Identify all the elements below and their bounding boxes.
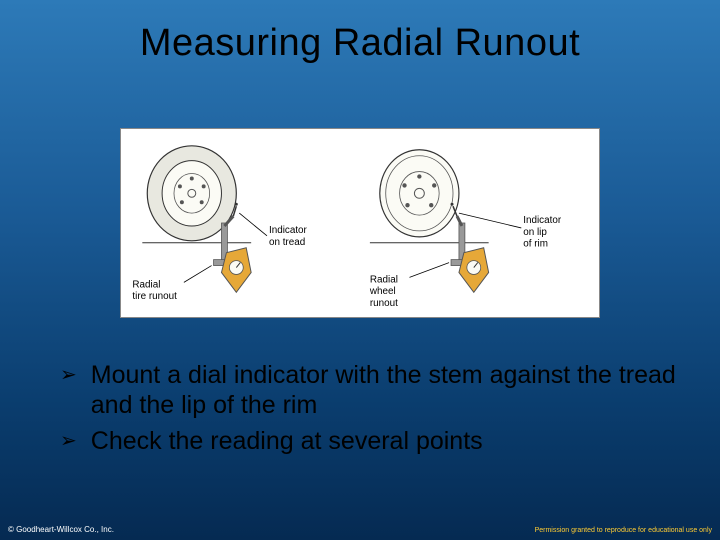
label-left-ptr-2: on tread bbox=[269, 237, 305, 248]
label-right-ptr-1: Indicator bbox=[523, 215, 562, 226]
permission-text: Permission granted to reproduce for educ… bbox=[535, 527, 712, 534]
diagram-svg: Radial tire runout Indicator on tread bbox=[121, 129, 599, 317]
bullet-text: Mount a dial indicator with the stem aga… bbox=[91, 360, 680, 420]
right-panel: Radial wheel runout Indicator on lip of … bbox=[369, 150, 562, 309]
list-item: ➢ Mount a dial indicator with the stem a… bbox=[60, 360, 680, 420]
label-right-title-2: wheel bbox=[369, 286, 396, 297]
label-right-ptr-2: on lip bbox=[523, 227, 547, 238]
label-right-title-3: runout bbox=[370, 298, 398, 309]
bullet-arrow-icon: ➢ bbox=[60, 426, 77, 456]
slide: Measuring Radial Runout bbox=[0, 0, 720, 540]
slide-title: Measuring Radial Runout bbox=[0, 0, 720, 65]
bullet-arrow-icon: ➢ bbox=[60, 360, 77, 390]
bullet-text: Check the reading at several points bbox=[91, 426, 483, 456]
list-item: ➢ Check the reading at several points bbox=[60, 426, 680, 456]
label-right-ptr-3: of rim bbox=[523, 239, 548, 250]
label-right-title-1: Radial bbox=[370, 274, 398, 285]
copyright-text: © Goodheart-Willcox Co., Inc. bbox=[8, 525, 114, 534]
label-left-ptr-1: Indicator bbox=[269, 225, 308, 236]
label-left-title-1: Radial bbox=[132, 279, 160, 290]
runout-diagram: Radial tire runout Indicator on tread bbox=[120, 128, 600, 318]
left-panel: Radial tire runout Indicator on tread bbox=[132, 146, 307, 302]
label-left-title-2: tire runout bbox=[132, 291, 177, 302]
bullet-list: ➢ Mount a dial indicator with the stem a… bbox=[60, 360, 680, 462]
